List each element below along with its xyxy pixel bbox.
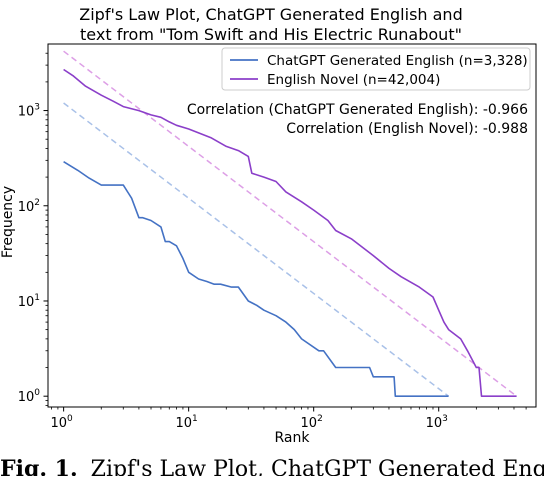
y-tick-label: 100: [18, 388, 41, 405]
x-tick-exponent: 0: [67, 414, 73, 424]
x-tick-label: 101: [176, 414, 198, 431]
fit-line-1: [63, 50, 518, 397]
y-tick-base: 10: [18, 390, 35, 405]
x-tick-exponent: 2: [317, 414, 323, 424]
chart-legend: ChatGPT Generated English (n=3,328) Engli…: [221, 47, 531, 91]
y-tick-base: 10: [18, 200, 35, 215]
y-tick-base: 10: [18, 105, 35, 120]
x-tick-base: 10: [301, 416, 318, 431]
x-tick-label: 102: [301, 414, 323, 431]
x-tick-base: 10: [50, 416, 67, 431]
plot-frame: [47, 43, 537, 408]
legend-label: ChatGPT Generated English (n=3,328): [267, 53, 528, 69]
y-tick-label: 103: [18, 103, 40, 120]
x-tick-label: 103: [426, 414, 448, 431]
chart-title-line-2: text from "Tom Swift and His Electric Ru…: [80, 25, 462, 44]
y-tick-exponent: 0: [34, 388, 40, 398]
x-tick-base: 10: [426, 416, 443, 431]
fit-line-0: [63, 102, 450, 397]
caption-text: Zipf's Law Plot, ChatGPT Generated Engli…: [91, 457, 544, 476]
y-tick-exponent: 1: [34, 293, 40, 303]
y-tick-label: 102: [18, 198, 40, 215]
caption-label: Fig. 1.: [0, 456, 78, 476]
legend-label: English Novel (n=42,004): [267, 72, 440, 88]
x-axis-label: Rank: [275, 430, 311, 446]
y-tick-label: 101: [18, 293, 40, 310]
figure-caption: Fig. 1. Zipf's Law Plot, ChatGPT Generat…: [0, 456, 544, 476]
x-tick-exponent: 3: [442, 414, 448, 424]
correlation-annotation-novel: Correlation (English Novel): -0.988: [286, 121, 528, 137]
legend-box: [221, 47, 531, 91]
correlation-annotation-chatgpt: Correlation (ChatGPT Generated English):…: [187, 102, 528, 118]
x-tick-exponent: 1: [192, 414, 198, 424]
series-line-chatgpt: [63, 161, 449, 397]
series-line-novel: [63, 68, 517, 397]
y-tick-exponent: 2: [34, 198, 40, 208]
x-tick-label: 100: [50, 414, 73, 431]
y-axis-label: Frequency: [0, 186, 16, 258]
y-tick-exponent: 3: [34, 103, 40, 113]
x-tick-base: 10: [176, 416, 193, 431]
chart-title-line-1: Zipf's Law Plot, ChatGPT Generated Engli…: [79, 5, 462, 24]
y-tick-base: 10: [18, 295, 35, 310]
